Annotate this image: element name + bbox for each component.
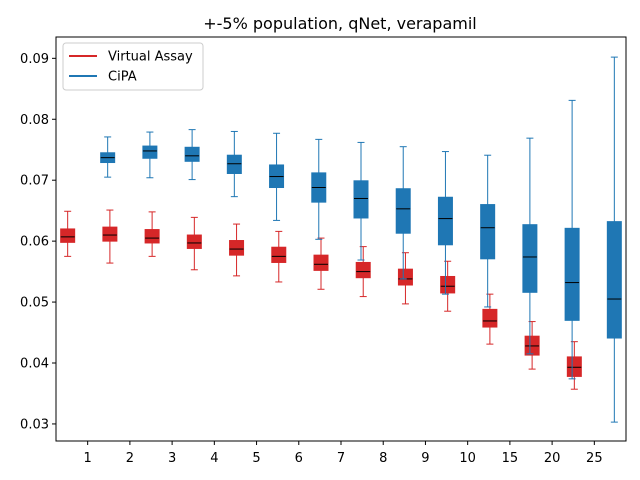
iqr-box (271, 246, 287, 263)
virtual-assay-box-7 (313, 237, 329, 290)
x-tick-label: 3 (168, 451, 176, 466)
cipa-box-9 (437, 151, 453, 295)
x-tick-label: 10 (459, 451, 476, 466)
iqr-box (482, 308, 498, 328)
cipa-box-2 (142, 131, 158, 179)
cipa-box-25 (606, 56, 622, 423)
iqr-box (186, 234, 202, 249)
iqr-box (566, 356, 582, 377)
cipa-box-3 (184, 129, 200, 181)
iqr-box (437, 196, 453, 246)
iqr-box (353, 180, 369, 219)
x-tick-label: 25 (586, 451, 603, 466)
cipa-box-5 (269, 132, 285, 221)
virtual-assay-box-3 (144, 211, 160, 257)
cipa-box-20 (564, 99, 580, 380)
x-tick-label: 5 (252, 451, 260, 466)
virtual-assay-box-2 (102, 209, 118, 264)
y-tick-label: 0.09 (20, 52, 49, 67)
y-tick-label: 0.08 (20, 113, 49, 128)
iqr-box (184, 146, 200, 162)
legend-box (62, 42, 204, 91)
y-tick-label: 0.05 (20, 296, 49, 311)
cipa-box-8 (395, 146, 411, 280)
plot-area (60, 56, 622, 423)
iqr-box (522, 224, 538, 293)
x-tick-label: 7 (337, 451, 345, 466)
virtual-assay-box-8 (355, 246, 371, 298)
iqr-box (60, 228, 76, 243)
iqr-box (355, 261, 371, 279)
iqr-box (440, 275, 456, 294)
x-tick-label: 2 (126, 451, 134, 466)
virtual-assay-box-10 (440, 260, 456, 312)
x-tick-label: 15 (502, 451, 519, 466)
virtual-assay-box-9 (397, 252, 413, 305)
cipa-box-15 (522, 137, 538, 355)
x-tick-label: 20 (544, 451, 561, 466)
cipa-box-6 (311, 138, 327, 240)
y-tick-label: 0.07 (20, 174, 49, 189)
x-tick-label: 4 (210, 451, 218, 466)
legend-label: CiPA (108, 70, 137, 85)
iqr-box (229, 240, 245, 256)
legend: Virtual Assay CiPA (62, 42, 204, 91)
iqr-box (397, 268, 413, 286)
virtual-assay-box-25 (566, 341, 582, 390)
cipa-box-1 (100, 136, 116, 178)
iqr-box (480, 204, 496, 260)
iqr-box (606, 221, 622, 339)
x-tick-label: 1 (84, 451, 92, 466)
iqr-box (102, 226, 118, 242)
cipa-box-10 (480, 154, 496, 308)
iqr-box (226, 154, 242, 174)
cipa-box-4 (226, 130, 242, 198)
cipa-box-7 (353, 141, 369, 261)
legend-label: Virtual Assay (108, 50, 193, 65)
plot-frame (55, 36, 627, 442)
virtual-assay-box-15 (482, 293, 498, 345)
chart-title: +-5% population, qNet, verapamil (203, 14, 477, 33)
y-tick-label: 0.03 (20, 417, 49, 432)
virtual-assay-box-5 (229, 223, 245, 277)
virtual-assay-box-1 (60, 210, 76, 257)
virtual-assay-box-4 (186, 216, 202, 271)
axes: 0.03 0.04 0.05 0.06 0.07 0.08 0.09 1 2 3 4 5 6 7 8 9 10 1… (20, 36, 627, 466)
iqr-box (395, 188, 411, 234)
x-tick-label: 6 (295, 451, 303, 466)
y-tick-label: 0.04 (20, 357, 49, 372)
iqr-box (142, 145, 158, 159)
x-tick-label: 9 (421, 451, 429, 466)
iqr-box (144, 229, 160, 244)
iqr-box (564, 227, 580, 321)
iqr-box (313, 254, 329, 271)
virtual-assay-box-6 (271, 230, 287, 283)
virtual-assay-box-20 (524, 321, 540, 370)
y-tick-label: 0.06 (20, 235, 49, 250)
x-tick-label: 8 (379, 451, 387, 466)
